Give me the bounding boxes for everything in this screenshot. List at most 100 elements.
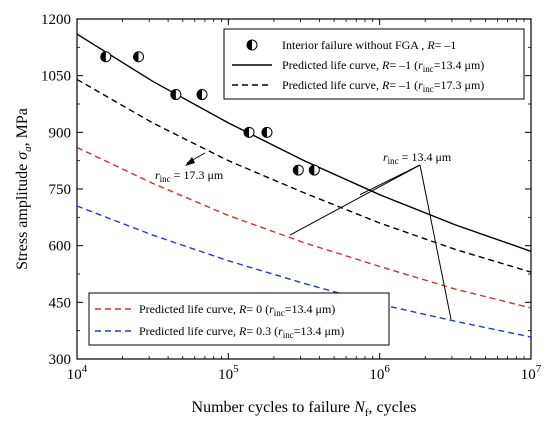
x-tick-label: 106 bbox=[369, 363, 390, 383]
y-tick-labels: 300 450 600 750 900 1050 1200 bbox=[41, 12, 71, 368]
data-point bbox=[243, 126, 255, 138]
legend-label: Predicted life curve, R= –1 (rinc=17.3 μ… bbox=[282, 78, 484, 94]
x-tick-label: 104 bbox=[67, 363, 88, 383]
legend-label-post: =17.3 μm) bbox=[434, 78, 485, 92]
legend-label-pre: Predicted life curve, bbox=[139, 302, 239, 316]
series-line bbox=[77, 33, 531, 252]
x-tick-exponent: 5 bbox=[233, 363, 239, 375]
x-tick-base: 10 bbox=[67, 367, 82, 383]
data-point-fill bbox=[170, 89, 176, 100]
annotation-r: r bbox=[383, 150, 388, 164]
legend-label-pre: Predicted life curve, bbox=[139, 324, 239, 338]
annotation-r: r bbox=[155, 168, 160, 182]
x-axis-title-var: N bbox=[353, 399, 366, 416]
legend-label-r: R bbox=[238, 324, 247, 338]
data-point-fill bbox=[133, 51, 139, 62]
annotation-label: rinc = 13.4 μm bbox=[383, 150, 452, 166]
x-axis-title-tail: , cycles bbox=[368, 399, 416, 416]
y-axis-title-main: Stress amplitude bbox=[14, 160, 31, 270]
legend-label-r: R bbox=[381, 58, 390, 72]
x-tick-base: 10 bbox=[218, 367, 233, 383]
legend-label-sub: inc bbox=[423, 64, 434, 74]
x-tick-exponent: 7 bbox=[536, 363, 542, 375]
legend-label: Predicted life curve, R= 0 (rinc=13.4 μm… bbox=[139, 302, 335, 318]
x-tick-base: 10 bbox=[369, 367, 384, 383]
annotation-sub: inc bbox=[160, 174, 171, 184]
x-tick-label: 105 bbox=[218, 363, 239, 383]
x-tick-labels: 104 105 106 107 bbox=[67, 363, 542, 383]
data-point-fill bbox=[244, 127, 250, 138]
axis-ticks bbox=[76, 18, 532, 360]
x-axis-title-main: Number cycles to failure bbox=[192, 399, 355, 416]
legend-label-rinc: r bbox=[269, 302, 274, 316]
data-point-fill bbox=[261, 127, 267, 138]
y-tick-label: 750 bbox=[49, 182, 72, 198]
data-point bbox=[261, 126, 273, 138]
legend-label: Predicted life curve, R= 0.3 (rinc=13.4 … bbox=[139, 324, 344, 340]
annotation-post: = 13.4 μm bbox=[399, 150, 452, 164]
legend-top-box bbox=[223, 28, 525, 100]
legend-label-post: =13.4 μm) bbox=[285, 302, 336, 316]
legend-label-rinc: r bbox=[278, 324, 283, 338]
series-line bbox=[77, 78, 531, 273]
curves bbox=[77, 33, 531, 338]
legend-label-mid: = 0 ( bbox=[246, 302, 269, 316]
legend-label: Interior failure without FGA , R= –1 bbox=[282, 38, 456, 52]
legend-label-mid: = 0.3 ( bbox=[246, 324, 278, 338]
legend-top: Interior failure without FGA , R= –1Pred… bbox=[223, 28, 525, 100]
y-tick-label: 1200 bbox=[41, 12, 71, 28]
x-axis-title-sub: f bbox=[365, 407, 369, 419]
data-point bbox=[170, 89, 182, 101]
annotation-label: rinc = 17.3 μm bbox=[155, 168, 224, 184]
legend-label-mid: = –1 ( bbox=[389, 78, 418, 92]
data-point bbox=[133, 51, 145, 63]
legend-label-r: R bbox=[426, 38, 435, 52]
y-tick-label: 900 bbox=[49, 125, 72, 141]
legend-label-r: R bbox=[381, 78, 390, 92]
data-points bbox=[100, 51, 320, 176]
data-point bbox=[292, 164, 304, 176]
legend-bottom-box bbox=[88, 292, 390, 346]
legend-label-sub: inc bbox=[283, 330, 294, 340]
annotation-leader bbox=[419, 164, 452, 320]
annotation-arrowhead bbox=[185, 157, 195, 166]
legend-label: Predicted life curve, R= –1 (rinc=13.4 μ… bbox=[282, 58, 484, 74]
legend-bottom: Predicted life curve, R= 0 (rinc=13.4 μm… bbox=[88, 292, 390, 346]
y-axis-title-var: σ bbox=[14, 151, 31, 160]
legend-label-r: R bbox=[238, 302, 247, 316]
y-tick-label: 1050 bbox=[41, 69, 71, 85]
annotation-leader bbox=[289, 164, 421, 236]
legend-label-rinc: r bbox=[418, 58, 423, 72]
legend-label-post: =13.4 μm) bbox=[294, 324, 345, 338]
x-tick-exponent: 6 bbox=[384, 363, 390, 375]
series-line bbox=[77, 205, 531, 338]
annotation-post: = 17.3 μm bbox=[171, 168, 224, 182]
data-point bbox=[100, 51, 112, 63]
series-line bbox=[77, 146, 531, 309]
data-point-fill bbox=[100, 51, 106, 62]
legend-marker-fill bbox=[247, 40, 252, 50]
x-tick-exponent: 4 bbox=[82, 363, 88, 375]
legend-label-sub: inc bbox=[274, 308, 285, 318]
data-point-fill bbox=[197, 89, 203, 100]
data-point bbox=[308, 164, 320, 176]
x-tick-label: 107 bbox=[521, 363, 542, 383]
x-axis-title: Number cycles to failure Nf, cycles bbox=[192, 399, 417, 419]
legend-label-mid: = –1 ( bbox=[389, 58, 418, 72]
legend-label-pre: Interior failure without FGA , bbox=[282, 38, 427, 52]
y-axis-title: Stress amplitude σa, MPa bbox=[14, 108, 34, 270]
legend-label-post: =13.4 μm) bbox=[434, 58, 485, 72]
y-tick-label: 300 bbox=[49, 352, 72, 368]
legend-label-pre: Predicted life curve, bbox=[282, 78, 382, 92]
data-point-fill bbox=[309, 165, 315, 176]
data-point-fill bbox=[293, 165, 299, 176]
legend-label-post: = –1 bbox=[435, 38, 457, 52]
y-axis-title-tail: , MPa bbox=[14, 108, 31, 146]
legend-label-rinc: r bbox=[418, 78, 423, 92]
annotation-sub: inc bbox=[388, 156, 399, 166]
legend-label-sub: inc bbox=[423, 84, 434, 94]
y-axis-title-sub: a bbox=[22, 146, 34, 152]
legend-label-pre: Predicted life curve, bbox=[282, 58, 382, 72]
data-point bbox=[196, 89, 208, 101]
